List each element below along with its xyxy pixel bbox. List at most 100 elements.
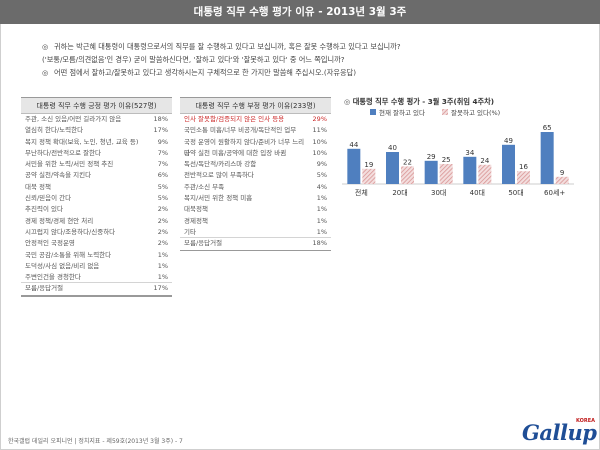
bar-approve <box>386 152 399 184</box>
data-label: 24 <box>480 157 489 165</box>
bar-disapprove <box>478 164 492 184</box>
reason-label: 무난하다/전반적으로 잘한다 <box>25 148 102 157</box>
legend-swatch-approve <box>370 109 376 115</box>
bar-disapprove <box>439 164 453 184</box>
x-tick-label: 50대 <box>508 189 523 197</box>
approval-bar-chart: 현재 잘하고 있다 잘못하고 있다(%) 44 19 전체 40 22 20대 29 25 30대 3… <box>342 108 574 197</box>
reason-percent: 1% <box>316 194 327 203</box>
x-tick-label: 30대 <box>431 189 446 197</box>
chart-bullet-icon: ◎ <box>344 97 353 106</box>
reason-percent: 4% <box>316 182 327 191</box>
table-row: 공약 실천/약속을 지킨다 6% <box>21 170 172 181</box>
reason-label: 신뢰/믿음이 간다 <box>25 194 72 203</box>
gallup-logo: Gallup KOREA <box>522 418 597 445</box>
table-row: 독선/독단적/카리스마 강함 9% <box>180 159 331 170</box>
data-label: 44 <box>349 141 358 149</box>
data-label: 40 <box>388 144 397 152</box>
table-row: 열심히 한다/노력한다 17% <box>21 125 172 136</box>
table-row: 도덕성/사심 없음/비리 없음 1% <box>21 261 172 272</box>
reason-percent: 2% <box>157 216 168 225</box>
table-row: 신뢰/믿음이 간다 5% <box>21 193 172 204</box>
question-bullet-icon: ◎ <box>42 68 49 77</box>
x-tick-label: 40대 <box>470 189 485 197</box>
table-row: 공약 실천 미흡/공약에 대한 입장 바뀜 10% <box>180 148 331 159</box>
question-3: ◎ 어떤 점에서 잘하고/잘못하고 있다고 생각하시는지 구체적으로 한 가지만… <box>42 66 572 79</box>
x-tick-label: 20대 <box>392 189 407 197</box>
logo-sub: KOREA <box>576 418 596 424</box>
reason-percent: 2% <box>157 239 168 248</box>
table-row: 기타 1% <box>180 227 331 239</box>
legend-swatch-disapprove <box>442 109 448 115</box>
table-row: 국정 운영이 원활하지 않다/준비가 너무 느리다 10% <box>180 137 331 157</box>
table-row: 국민 공감/소통을 위해 노력한다 1% <box>21 250 172 261</box>
data-label: 25 <box>442 156 451 164</box>
reason-label: 복지 정책 확대(보육, 노인, 청년, 교육 등) <box>25 137 139 146</box>
reason-percent: 7% <box>157 148 168 157</box>
reason-percent: 9% <box>316 160 327 169</box>
x-tick-label: 전체 <box>355 188 368 197</box>
reason-label: 열심히 한다/노력한다 <box>25 126 84 135</box>
reason-label: 대북정책 <box>184 205 208 214</box>
reason-percent: 2% <box>157 227 168 236</box>
reason-percent: 17% <box>153 126 168 135</box>
reason-label: 추진력이 있다 <box>25 205 63 214</box>
reason-label: 안정적인 국정운영 <box>25 239 75 248</box>
negative-table-rows: 인사 잘못함/검증되지 않은 인사 등용 29% 국민소통 미흡/너무 비공개/독단… <box>180 114 331 250</box>
table-row: 주관/소신 부족 4% <box>180 182 331 193</box>
reason-label: 공약 실천 미흡/공약에 대한 입장 바뀜 <box>184 148 287 157</box>
question-2: ('보통/모름/의견없음'인 경우) 굳이 말씀하신다면, '잘하고 있다'와 … <box>42 53 572 66</box>
table-row: 경제 정책/경제 현안 처리 2% <box>21 216 172 227</box>
table-row: 안정적인 국정운영 2% <box>21 238 172 249</box>
reason-label: 시끄럽지 않다/조용하다/신중하다 <box>25 227 116 236</box>
reason-percent: 1% <box>316 205 327 214</box>
legend-label: 잘못하고 있다(%) <box>451 108 500 117</box>
bar-approve <box>424 160 438 184</box>
bar-approve <box>540 132 554 184</box>
bar-approve <box>502 144 515 184</box>
table-row: 복지 정책 확대(보육, 노인, 청년, 교육 등) 9% <box>21 137 172 148</box>
reason-label: 서민을 위한 노력/서민 정책 추진 <box>25 160 114 169</box>
legend-label: 현재 잘하고 있다 <box>379 108 425 117</box>
reason-percent: 1% <box>316 216 327 225</box>
survey-questions: ◎ 귀하는 박근혜 대통령이 대통령으로서의 직무를 잘 수행하고 있다고 보십… <box>42 40 572 79</box>
page-title: 대통령 직무 수행 평가 이유 - 2013년 3월 3주 <box>0 0 600 24</box>
bar-disapprove <box>555 176 569 184</box>
reason-percent: 29% <box>312 115 327 123</box>
footer-text: 한국갤럽 데일리 오피니언 | 정치지표 - 제59호(2013년 3월 3주)… <box>8 438 183 445</box>
reason-label: 모름/응답거절 <box>25 284 64 293</box>
chart-title-text: 대통령 직무 수행 평가 - 3월 3주(취임 4주차) <box>352 97 495 106</box>
table-row: 주관, 소신 있음/어떤 길라가지 않음 18% <box>21 114 172 125</box>
reason-label: 경제정책 <box>184 216 208 225</box>
table-row: 모름/응답거절 18% <box>180 238 331 249</box>
reason-label: 독선/독단적/카리스마 강함 <box>184 160 257 169</box>
table-row: 경제정책 1% <box>180 216 331 227</box>
table-row: 전반적으로 많이 부족하다 5% <box>180 170 331 181</box>
reason-percent: 1% <box>157 261 168 270</box>
reason-percent: 9% <box>157 137 168 146</box>
table-row: 복지/서민 위한 정책 미흡 1% <box>180 193 331 204</box>
table-row: 주변인건을 경청한다 1% <box>21 272 172 284</box>
reason-label: 도덕성/사심 없음/비리 없음 <box>25 261 100 270</box>
table-row: 대북 정책 5% <box>21 182 172 193</box>
data-label: 49 <box>504 137 513 145</box>
bar-approve <box>463 156 477 184</box>
reason-percent: 7% <box>157 160 168 169</box>
table-row: 시끄럽지 않다/조용하다/신중하다 2% <box>21 227 172 238</box>
table-row: 추진력이 있다 2% <box>21 204 172 215</box>
data-label: 9 <box>560 169 564 177</box>
table-row: 서민을 위한 노력/서민 정책 추진 7% <box>21 159 172 170</box>
chart-title: ◎ 대통령 직무 수행 평가 - 3월 3주(취임 4주차) <box>344 97 494 107</box>
reason-label: 공약 실천/약속을 지킨다 <box>25 171 92 180</box>
reason-label: 전반적으로 많이 부족하다 <box>184 171 254 180</box>
data-label: 65 <box>543 124 552 132</box>
x-tick-label: 60세+ <box>544 188 565 197</box>
reason-percent: 18% <box>153 115 168 123</box>
reason-label: 국정 운영이 원활하지 않다/준비가 너무 느리다 <box>184 137 305 157</box>
reason-label: 주관/소신 부족 <box>184 182 225 191</box>
reason-percent: 18% <box>312 239 327 248</box>
bar-approve <box>347 148 361 184</box>
reason-label: 국민소통 미흡/너무 비공개/독단적인 업무 <box>184 126 297 135</box>
table-row: 모름/응답거절 17% <box>21 283 172 294</box>
question-bullet-icon: ◎ <box>42 42 49 51</box>
positive-table-rows: 주관, 소신 있음/어떤 길라가지 않음 18% 열심히 한다/노력한다 17% 복지 … <box>21 114 172 296</box>
